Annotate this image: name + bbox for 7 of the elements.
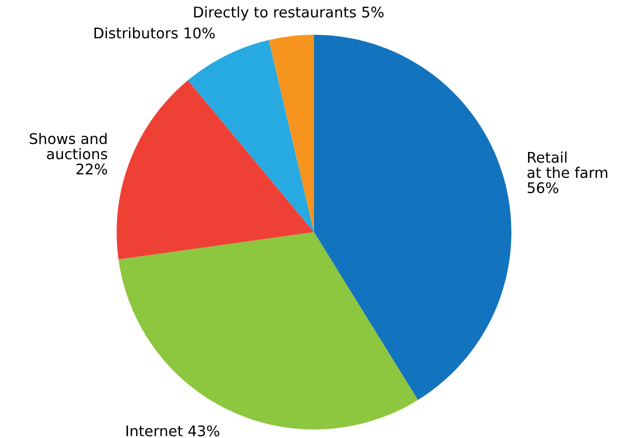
slice-label: Shows and auctions <box>30 132 108 160</box>
slice-label: Distributors 10% <box>94 27 215 38</box>
data-label: 22% <box>76 164 108 175</box>
slice-label: Internet 43% <box>126 425 220 436</box>
slice-label: Directly to restaurants 5% <box>194 6 384 20</box>
data-label: 56% <box>528 182 558 194</box>
slice-label: Retail at the farm <box>527 152 608 178</box>
